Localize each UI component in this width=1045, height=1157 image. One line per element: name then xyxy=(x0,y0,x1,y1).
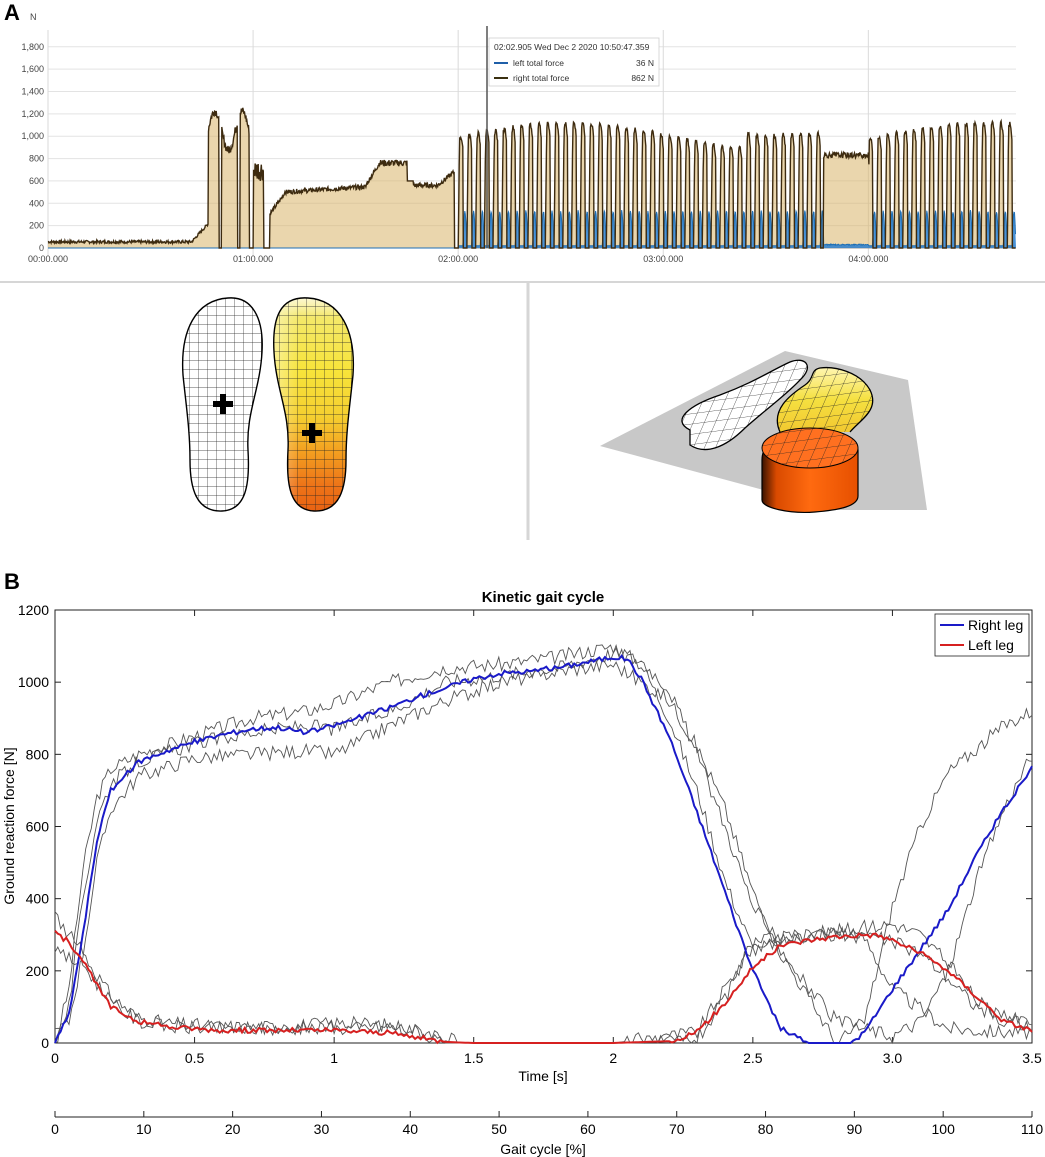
gait-x-axis-label: Time [s] xyxy=(518,1068,567,1084)
gait-trial-line xyxy=(54,659,1033,1044)
gait-y-tick-label: 400 xyxy=(26,891,50,907)
left-insole-3d xyxy=(681,359,809,451)
kinetic-gait-chart: Kinetic gait cycle 020040060080010001200… xyxy=(1,589,1042,1084)
gait-cycle-axis-label: Gait cycle [%] xyxy=(500,1141,586,1157)
gait-x-ticks: 0 0.5 1 1.5 2 2.5 3.0 3.5 xyxy=(51,610,1042,1066)
gait-cycle-tick-label: 100 xyxy=(932,1121,956,1137)
gait-x-tick-label: 2 xyxy=(609,1050,617,1066)
legend-right-leg-label: Right leg xyxy=(968,617,1023,633)
panel-a-letter: A xyxy=(4,0,20,25)
gait-x-tick-label: 0.5 xyxy=(185,1050,205,1066)
tooltip-box xyxy=(488,37,660,87)
gait-cycle-tick-label: 40 xyxy=(402,1121,418,1137)
gait-plot-frame xyxy=(54,609,1033,1044)
tooltip-right-value: 862 N xyxy=(631,73,654,83)
right-insole-2d xyxy=(273,297,355,512)
legend-left-leg-label: Left leg xyxy=(968,637,1014,653)
gait-left-leg-line xyxy=(54,930,1033,1045)
gait-x-tick-label: 2.5 xyxy=(743,1050,763,1066)
gait-trial-line xyxy=(54,644,1033,1044)
tooltip-header: 02:02.905 Wed Dec 2 2020 10:50:47.359 xyxy=(494,42,650,52)
gait-cycle-tick-label: 80 xyxy=(758,1121,774,1137)
timeline-tooltip: 02:02.905 Wed Dec 2 2020 10:50:47.359 le… xyxy=(488,37,660,87)
timeline-unit-label: N xyxy=(30,12,37,22)
left-insole-2d xyxy=(181,297,263,512)
gait-cycle-tick-label: 90 xyxy=(847,1121,863,1137)
gait-y-tick-label: 1000 xyxy=(18,674,49,690)
gait-cycle-tick-label: 70 xyxy=(669,1121,685,1137)
gait-y-axis-label: Ground reaction force [N] xyxy=(1,747,17,904)
gait-trial-line xyxy=(54,647,1033,1045)
tooltip-left-value: 36 N xyxy=(636,58,654,68)
gait-y-tick-label: 800 xyxy=(26,746,50,762)
timeline-y-tick-label: 0 xyxy=(39,243,44,253)
tooltip-right-label: right total force xyxy=(513,73,569,83)
timeline-right-force-line xyxy=(47,107,1016,249)
timeline-x-tick-label: 03:00.000 xyxy=(643,254,683,264)
timeline-series xyxy=(47,107,1016,249)
timeline-y-tick-label: 1,400 xyxy=(21,86,44,96)
timeline-y-tick-label: 800 xyxy=(29,154,44,164)
gait-cycle-tick-label: 110 xyxy=(1021,1121,1044,1137)
gait-mean-series xyxy=(54,653,1033,1045)
insole-3d-view xyxy=(600,351,927,513)
gait-chart-title: Kinetic gait cycle xyxy=(482,589,605,606)
gait-cycle-axis: 0 10 20 30 40 50 60 70 80 90 100 110 Gait cycle [%] xyxy=(51,1111,1043,1157)
timeline-y-ticks: 0 200 400 600 800 1,000 1,200 1,400 1,600 1,800 xyxy=(21,42,44,253)
timeline-x-ticks: 00:00.000 01:00.000 02:00.000 03:00.000 04:0… xyxy=(28,254,888,264)
timeline-y-tick-label: 1,200 xyxy=(21,109,44,119)
gait-right-leg-line xyxy=(54,653,1033,1044)
gait-x-tick-label: 1 xyxy=(330,1050,338,1066)
gait-cycle-ticks: 0 10 20 30 40 50 60 70 80 90 100 110 xyxy=(51,1111,1043,1137)
gait-cycle-tick-label: 30 xyxy=(314,1121,330,1137)
timeline-x-tick-label: 01:00.000 xyxy=(233,254,273,264)
gait-cycle-tick-label: 10 xyxy=(136,1121,152,1137)
gait-legend: Right leg Left leg xyxy=(934,613,1030,657)
gait-individual-trials xyxy=(54,644,1033,1045)
gait-x-tick-label: 0 xyxy=(51,1050,59,1066)
tooltip-left-label: left total force xyxy=(513,58,564,68)
timeline-y-tick-label: 400 xyxy=(29,198,44,208)
panel-b-letter: B xyxy=(4,569,20,594)
gait-x-tick-label: 3.5 xyxy=(1022,1050,1042,1066)
right-center-of-pressure-marker xyxy=(302,423,322,443)
timeline-y-tick-label: 1,600 xyxy=(21,64,44,74)
legend-box xyxy=(934,613,1030,657)
gait-y-ticks: 0 200 400 600 800 1000 1200 xyxy=(18,602,1032,1051)
gait-trial-line xyxy=(54,911,1033,1044)
gait-y-tick-label: 0 xyxy=(41,1035,49,1051)
gait-trial-line xyxy=(54,925,1033,1044)
gait-x-tick-label: 3.0 xyxy=(883,1050,903,1066)
timeline-y-tick-label: 1,800 xyxy=(21,42,44,52)
gait-x-tick-label: 1.5 xyxy=(464,1050,484,1066)
timeline-y-tick-label: 200 xyxy=(29,221,44,231)
right-insole-3d xyxy=(761,366,874,513)
insole-2d-view xyxy=(181,297,355,512)
left-center-of-pressure-marker xyxy=(213,394,233,414)
panel-a-figure: N 0 200 400 600 800 1,000 1,200 1,400 1,600 1,800… xyxy=(0,12,1045,540)
timeline-x-tick-label: 04:00.000 xyxy=(848,254,888,264)
gait-y-tick-label: 1200 xyxy=(18,602,49,618)
timeline-left-force-line xyxy=(48,209,1016,249)
timeline-x-tick-label: 00:00.000 xyxy=(28,254,68,264)
gait-cycle-tick-label: 60 xyxy=(580,1121,596,1137)
gait-y-tick-label: 600 xyxy=(26,819,50,835)
gait-y-tick-label: 200 xyxy=(26,963,50,979)
gait-cycle-tick-label: 20 xyxy=(225,1121,241,1137)
timeline-left-force-area xyxy=(48,210,1016,248)
gait-cycle-tick-label: 0 xyxy=(51,1121,59,1137)
force-timeline-chart: N 0 200 400 600 800 1,000 1,200 1,400 1,600 1,800… xyxy=(21,12,1016,264)
timeline-y-tick-label: 1,000 xyxy=(21,131,44,141)
timeline-y-tick-label: 600 xyxy=(29,176,44,186)
gait-cycle-tick-label: 50 xyxy=(491,1121,507,1137)
timeline-x-tick-label: 02:00.000 xyxy=(438,254,478,264)
